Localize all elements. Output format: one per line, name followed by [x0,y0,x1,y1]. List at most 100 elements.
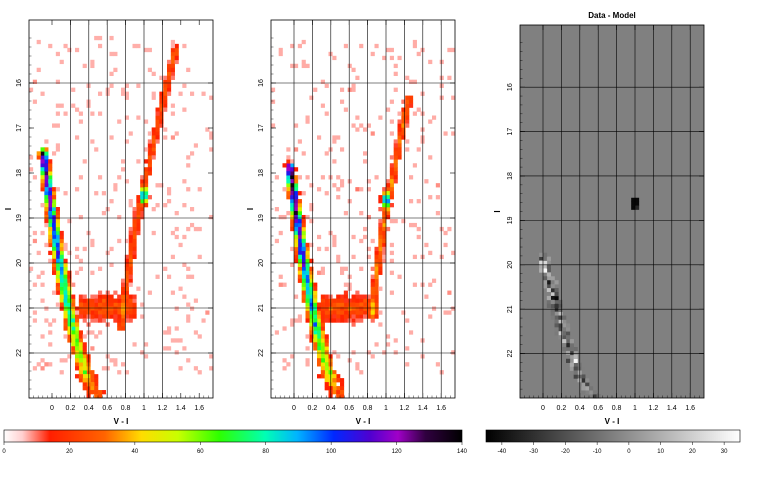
density-cell [320,362,325,367]
density-cell [317,187,322,192]
density-cell [386,210,391,216]
density-cell [121,306,126,311]
density-cell [317,270,322,275]
density-cell [378,195,383,200]
density-cell [59,370,64,375]
density-cell [405,115,410,120]
density-cell [297,258,302,264]
residual-cell [554,299,559,305]
residual-cell [569,346,574,352]
density-cell [397,119,402,124]
density-cell [332,374,337,379]
density-cell [147,163,152,168]
x-tick-label: 0.6 [344,405,354,412]
density-cell [386,107,391,112]
density-cell [290,191,295,196]
density-cell [332,390,337,395]
density-cell [167,346,172,351]
density-cell [382,222,387,228]
density-cell [151,131,156,136]
density-cell [78,342,83,347]
density-cell [128,131,133,136]
density-cell [313,298,318,303]
x-tick-label: 0.2 [308,405,318,412]
density-cell [324,302,329,307]
density-cell [40,159,45,164]
density-cell [412,163,417,168]
density-cell [90,302,95,307]
density-cell [393,350,398,355]
density-cell [75,47,80,53]
density-cell [389,258,394,264]
density-cell [94,378,99,383]
density-cell [343,43,348,49]
density-cell [117,310,122,315]
density-cell [382,55,387,61]
density-cell [82,334,87,339]
density-cell [132,314,137,319]
density-cell [320,342,325,347]
density-cell [121,362,126,367]
density-cell [290,354,295,359]
density-cell [359,238,364,244]
residual-cell [562,339,567,344]
density-cell [186,266,191,271]
density-cell [290,199,295,204]
density-cell [340,318,345,323]
density-cell [359,123,364,128]
density-cell [397,139,402,144]
density-cell [416,234,421,240]
residual-cell [573,370,578,375]
density-cell [317,135,322,140]
density-cell [370,318,375,323]
density-cell [136,199,141,204]
density-cell [82,298,87,303]
density-cell [55,234,60,240]
chart-title: Data - Model [588,11,636,20]
density-cell [59,306,64,311]
density-cell [78,330,83,335]
density-cell [378,266,383,271]
density-cell [52,151,57,156]
density-cell [186,318,191,323]
density-cell [197,370,202,375]
density-cell [52,191,57,196]
density-cell [343,318,348,323]
density-cell [305,270,310,275]
density-cell [155,274,160,279]
density-cell [313,314,318,319]
density-cell [128,270,133,275]
density-cell [59,254,64,260]
density-cell [124,314,129,319]
density-cell [271,87,276,92]
colorbar-tick-label: 120 [392,449,403,455]
density-cell [389,195,394,200]
density-cell [297,318,302,323]
colorbar-tick-label: 20 [689,449,696,455]
density-cell [78,358,83,363]
density-cell [305,334,310,339]
density-cell [282,358,287,363]
density-cell [305,250,310,256]
density-cell [294,175,299,180]
residual-cell [569,339,574,344]
density-cell [378,242,383,248]
density-cell [416,226,421,232]
density-cell [167,326,172,331]
density-cell [36,250,41,256]
density-cell [374,286,379,291]
density-cell [71,306,76,311]
density-cell [332,298,337,303]
density-cell [151,230,156,236]
density-cell [163,79,168,84]
density-cell [294,123,299,128]
residual-cell [581,374,586,379]
density-cell [412,111,417,116]
density-cell [63,306,68,311]
density-cell [274,207,279,212]
residual-cell [631,197,636,202]
density-cell [136,222,141,228]
density-cell [170,47,175,53]
density-cell [382,226,387,232]
density-cell [370,238,375,244]
